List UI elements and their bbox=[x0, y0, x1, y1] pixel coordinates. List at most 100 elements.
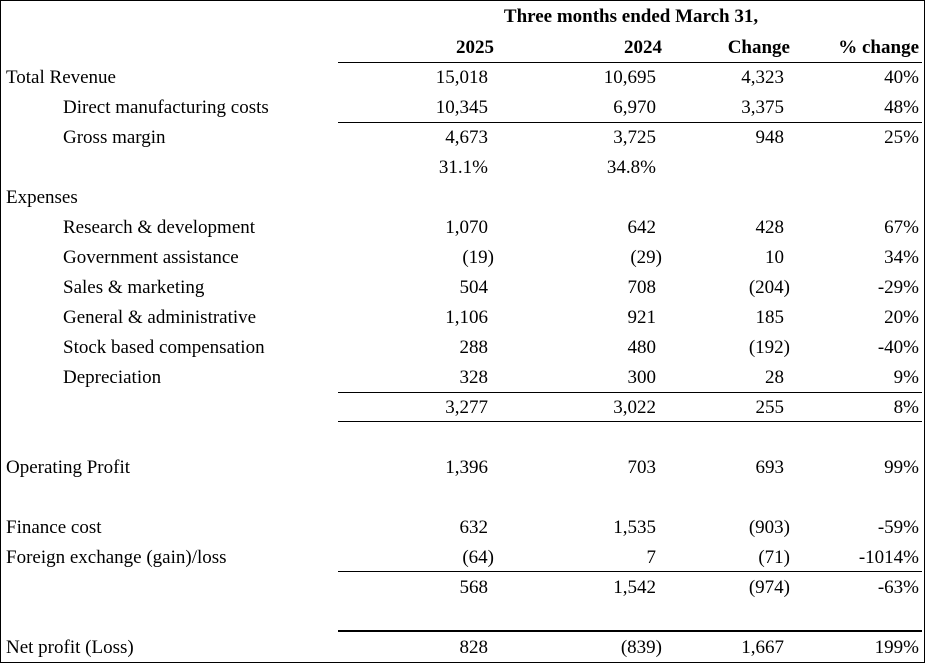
value-change: 28 bbox=[765, 367, 784, 388]
value-2025: 632 bbox=[459, 517, 489, 538]
value-2025: 4,673 bbox=[445, 127, 488, 148]
value-2025: 828 bbox=[459, 637, 489, 658]
divider bbox=[338, 122, 922, 123]
value-pct-change: 67% bbox=[884, 217, 919, 238]
row-label: Research & development bbox=[63, 217, 256, 238]
value-pct-change: -29% bbox=[877, 277, 919, 298]
value-change: 4,323 bbox=[741, 67, 784, 88]
table-row: Operating Profit 1,396 703 693 99% bbox=[1, 456, 924, 480]
value-2025: 288 bbox=[459, 337, 489, 358]
value-change: (192) bbox=[748, 337, 790, 358]
column-header-2025: 2025 bbox=[456, 37, 494, 58]
value-2025: 3,277 bbox=[445, 397, 488, 418]
value-2024: 3,022 bbox=[613, 397, 656, 418]
value-2024: 480 bbox=[627, 337, 657, 358]
table-row: Direct manufacturing costs 10,345 6,970 3,3… bbox=[1, 96, 924, 120]
value-change: 255 bbox=[755, 397, 785, 418]
double-divider bbox=[338, 630, 922, 632]
value-2025: 328 bbox=[459, 367, 489, 388]
value-2024: 703 bbox=[627, 457, 657, 478]
value-pct-change: 40% bbox=[884, 67, 919, 88]
value-change: (71) bbox=[758, 547, 790, 568]
value-2024: 10,695 bbox=[603, 67, 656, 88]
table-row: Sales & marketing 504 708 (204) -29% bbox=[1, 276, 924, 300]
value-2024: 6,970 bbox=[613, 97, 656, 118]
value-change: 3,375 bbox=[741, 97, 784, 118]
value-change: (974) bbox=[748, 577, 790, 598]
table-row: 568 1,542 (974) -63% bbox=[1, 576, 924, 600]
divider bbox=[338, 421, 922, 422]
row-label: Gross margin bbox=[63, 127, 166, 148]
table-row: Government assistance (19) (29) 10 34% bbox=[1, 246, 924, 270]
value-change: 185 bbox=[755, 307, 785, 328]
value-pct-change: 9% bbox=[893, 367, 919, 388]
value-pct-change: -40% bbox=[877, 337, 919, 358]
table-row: Finance cost 632 1,535 (903) -59% bbox=[1, 516, 924, 540]
table-row: Expenses bbox=[1, 186, 924, 210]
value-2025: 1,106 bbox=[445, 307, 488, 328]
value-2024: 1,535 bbox=[613, 517, 656, 538]
value-2025: 10,345 bbox=[435, 97, 488, 118]
value-change: 693 bbox=[755, 457, 785, 478]
value-change: (204) bbox=[748, 277, 790, 298]
value-2025: 1,070 bbox=[445, 217, 488, 238]
value-2025: 15,018 bbox=[435, 67, 488, 88]
value-2024: (839) bbox=[620, 637, 662, 658]
table-row bbox=[1, 606, 924, 630]
value-pct-change: -63% bbox=[877, 577, 919, 598]
value-pct-change: -59% bbox=[877, 517, 919, 538]
divider bbox=[338, 392, 922, 393]
value-2024: 642 bbox=[627, 217, 657, 238]
column-header-pct-change: % change bbox=[838, 37, 919, 58]
row-label: Expenses bbox=[6, 187, 78, 208]
value-2024: 708 bbox=[627, 277, 657, 298]
value-pct-change: 25% bbox=[884, 127, 919, 148]
row-label: Operating Profit bbox=[6, 457, 131, 478]
value-pct-change: 8% bbox=[893, 397, 919, 418]
value-change: 1,667 bbox=[741, 637, 784, 658]
row-label: Net profit (Loss) bbox=[6, 637, 134, 658]
table-row bbox=[1, 486, 924, 510]
table-row bbox=[1, 426, 924, 450]
table-row: Depreciation 328 300 28 9% bbox=[1, 366, 924, 390]
value-change: (903) bbox=[748, 517, 790, 538]
value-pct-change: 99% bbox=[884, 457, 919, 478]
value-2024: 1,542 bbox=[613, 577, 656, 598]
row-label: General & administrative bbox=[63, 307, 257, 328]
value-2025: 568 bbox=[459, 577, 489, 598]
value-pct-change: 199% bbox=[874, 637, 919, 658]
table-row: Total Revenue 15,018 10,695 4,323 40% bbox=[1, 66, 924, 90]
divider bbox=[338, 62, 922, 63]
value-2025: 31.1% bbox=[438, 157, 488, 178]
table-row: Net profit (Loss) 828 (839) 1,667 199% bbox=[1, 636, 924, 660]
value-pct-change: 20% bbox=[884, 307, 919, 328]
row-label: Finance cost bbox=[6, 517, 102, 538]
value-2025: 1,396 bbox=[445, 457, 488, 478]
column-header-row: 2025 2024 Change % change bbox=[1, 36, 924, 60]
table-row: 31.1% 34.8% bbox=[1, 156, 924, 180]
value-change: 10 bbox=[765, 247, 784, 268]
row-label: Stock based compensation bbox=[63, 337, 265, 358]
table-row: 3,277 3,022 255 8% bbox=[1, 396, 924, 420]
value-2025: (64) bbox=[462, 547, 494, 568]
row-label: Sales & marketing bbox=[63, 277, 205, 298]
value-2024: 300 bbox=[627, 367, 657, 388]
value-2025: 504 bbox=[459, 277, 489, 298]
table-row: Stock based compensation 288 480 (192) -40% bbox=[1, 336, 924, 360]
value-pct-change: -1014% bbox=[858, 547, 919, 568]
table-row: Research & development 1,070 642 428 67% bbox=[1, 216, 924, 240]
value-2025: (19) bbox=[462, 247, 494, 268]
row-label: Government assistance bbox=[63, 247, 239, 268]
value-2024: (29) bbox=[630, 247, 662, 268]
value-change: 948 bbox=[755, 127, 785, 148]
value-change: 428 bbox=[755, 217, 785, 238]
column-header-2024: 2024 bbox=[624, 37, 662, 58]
column-header-change: Change bbox=[727, 37, 790, 58]
table-title: Three months ended March 31, bbox=[503, 6, 759, 27]
table-row: Foreign exchange (gain)/loss (64) 7 (71) -10… bbox=[1, 546, 924, 570]
value-pct-change: 34% bbox=[884, 247, 919, 268]
value-2024: 3,725 bbox=[613, 127, 656, 148]
row-label: Total Revenue bbox=[6, 67, 116, 88]
table-row: Gross margin 4,673 3,725 948 25% bbox=[1, 126, 924, 150]
